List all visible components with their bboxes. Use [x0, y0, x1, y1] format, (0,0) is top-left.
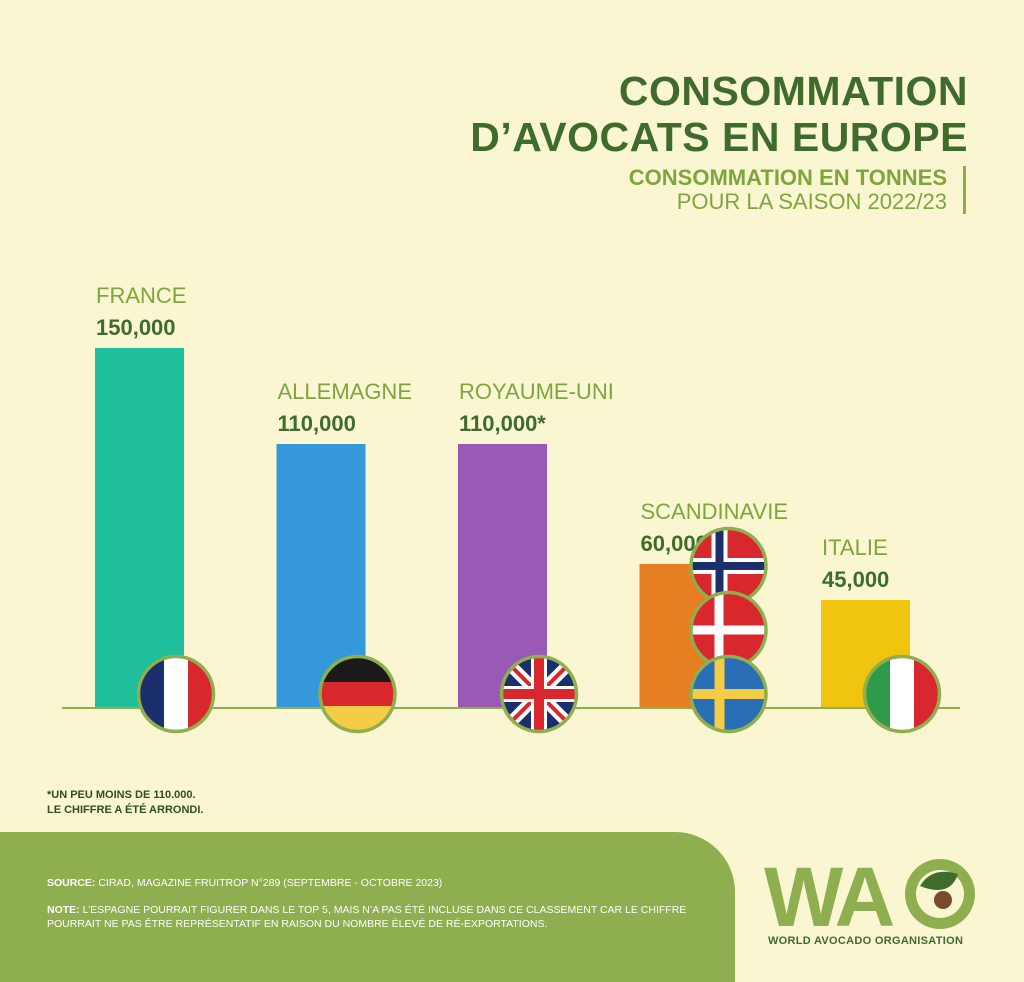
denmark-flag — [692, 594, 765, 666]
wao-logo: WA — [764, 856, 975, 944]
note-label: NOTE: — [47, 904, 80, 916]
bar-france — [95, 348, 184, 708]
note-text: NOTE: L’ESPAGNE POURRAIT FIGURER DANS LE… — [47, 903, 687, 931]
avocado-icon — [905, 859, 975, 929]
title-line-1: CONSOMMATION — [618, 68, 968, 114]
sweden-flag — [692, 658, 765, 730]
footnote-line-2: LE CHIFFRE A ÉTÉ ARRONDI. — [47, 804, 204, 816]
flag-border — [689, 654, 768, 734]
subtitle-season: POUR LA SAISON 2022/23 — [676, 189, 947, 214]
category-label: ITALIE — [822, 535, 888, 560]
note-value: L’ESPAGNE POURRAIT FIGURER DANS LE TOP 5… — [47, 904, 687, 930]
source-text: SOURCE: CIRAD, MAGAZINE FRUITROP N°289 (… — [47, 877, 442, 889]
flag-border — [318, 654, 397, 734]
category-label: ROYAUME-UNI — [459, 379, 614, 404]
category-label: SCANDINAVIE — [641, 499, 789, 524]
flag-border — [136, 654, 216, 734]
bar-chart: FRANCE 150,000 ALLEMAGNE 110,000 ROYAUME-UNI… — [62, 283, 960, 734]
category-label: FRANCE — [96, 283, 186, 308]
title-line-2: D’AVOCATS EN EUROPE — [470, 114, 968, 160]
source-label: SOURCE: — [47, 877, 96, 889]
norway-flag — [692, 530, 765, 602]
value-label: 45,000 — [822, 567, 889, 592]
subtitle-units: CONSOMMATION EN TONNES — [628, 165, 947, 190]
chart-subtitle: CONSOMMATION EN TONNES POUR LA SAISON 20… — [629, 166, 966, 214]
flag-border — [862, 654, 942, 734]
uk-flag — [503, 658, 575, 730]
category-label: ALLEMAGNE — [278, 379, 413, 404]
source-value: CIRAD, MAGAZINE FRUITROP N°289 (SEPTEMBR… — [95, 877, 443, 889]
footnote: *UN PEU MOINS DE 110.000. LE CHIFFRE A É… — [47, 788, 277, 818]
value-label: 150,000 — [96, 315, 176, 340]
footnote-line-1: *UN PEU MOINS DE 110.000. — [47, 789, 196, 801]
flag-border — [499, 654, 579, 734]
logo-letters: WA — [764, 856, 894, 944]
logo-subtitle: WORLD AVOCADO ORGANISATION — [768, 935, 964, 947]
value-label: 110,000 — [278, 411, 356, 436]
chart-title: CONSOMMATION D’AVOCATS EN EUROPE — [470, 68, 968, 160]
footer-panel — [0, 832, 735, 982]
value-label: 110,000* — [459, 411, 546, 436]
